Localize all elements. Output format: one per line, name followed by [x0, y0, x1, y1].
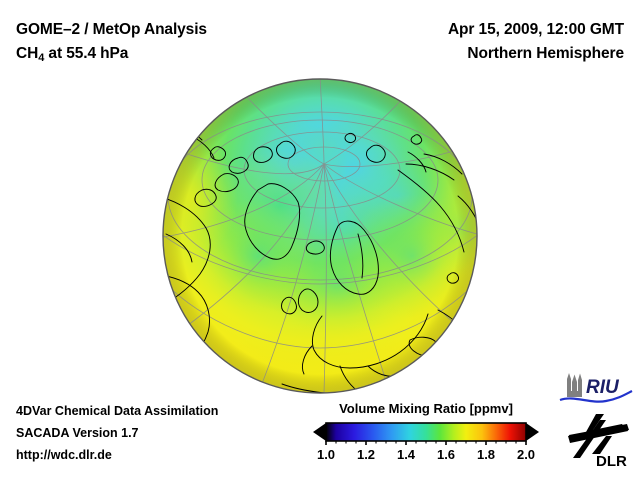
globe-limb-outline	[162, 78, 478, 394]
footer-method-label: 4DVar Chemical Data Assimilation	[16, 404, 219, 418]
footer-credits: 4DVar Chemical Data Assimilation SACADA …	[16, 400, 218, 466]
footer-url-label[interactable]: http://wdc.dlr.de	[16, 448, 112, 462]
riu-logo: RIU	[558, 371, 634, 405]
colorbar: Volume Mixing Ratio [ppmv] 1.0 1.2 1.4 1.6 1…	[312, 401, 540, 467]
analysis-title: GOME–2 / MetOp Analysis	[16, 21, 207, 38]
footer-version-label: SACADA Version 1.7	[16, 426, 139, 440]
globe-map	[162, 78, 478, 394]
species-level-label: CH4 at 55.4 hPa	[16, 42, 207, 70]
colorbar-left-arrow	[313, 423, 326, 441]
dlr-logo: DLR	[566, 412, 632, 470]
colorbar-title: Volume Mixing Ratio [ppmv]	[339, 401, 513, 416]
colorbar-tick-labels: 1.0 1.2 1.4 1.6 1.8 2.0	[312, 447, 540, 467]
colorbar-bar	[325, 422, 527, 442]
riu-wave-icon	[559, 390, 633, 403]
colorbar-tick-label: 1.2	[356, 447, 376, 462]
header-right: Apr 15, 2009, 12:00 GMT Northern Hemisph…	[448, 18, 624, 66]
header-left: GOME–2 / MetOp Analysis CH4 at 55.4 hPa	[16, 18, 207, 70]
colorbar-tick-label: 1.0	[316, 447, 336, 462]
colorbar-tick-label: 1.6	[436, 447, 456, 462]
colorbar-ticks	[325, 441, 527, 445]
colorbar-tick-label: 2.0	[516, 447, 536, 462]
colorbar-right-arrow	[526, 423, 539, 441]
datetime-label: Apr 15, 2009, 12:00 GMT	[447, 21, 624, 38]
colorbar-tick-label: 1.4	[396, 447, 416, 462]
riu-wordmark: RIU	[586, 377, 620, 398]
dlr-mark-icon	[568, 414, 629, 458]
colorbar-tick-label: 1.8	[476, 447, 496, 462]
species-formula-prefix: CH	[16, 45, 39, 62]
dlr-wordmark: DLR	[596, 453, 627, 470]
graticule-layer	[163, 79, 477, 393]
colorbar-gradient	[312, 421, 540, 445]
species-formula-subscript: 4	[38, 52, 45, 64]
riu-tower-icon	[567, 373, 582, 397]
region-label: Northern Hemisphere	[467, 45, 624, 62]
species-level-suffix: at 55.4 hPa	[44, 45, 129, 62]
ch4-field-layer	[163, 79, 477, 393]
